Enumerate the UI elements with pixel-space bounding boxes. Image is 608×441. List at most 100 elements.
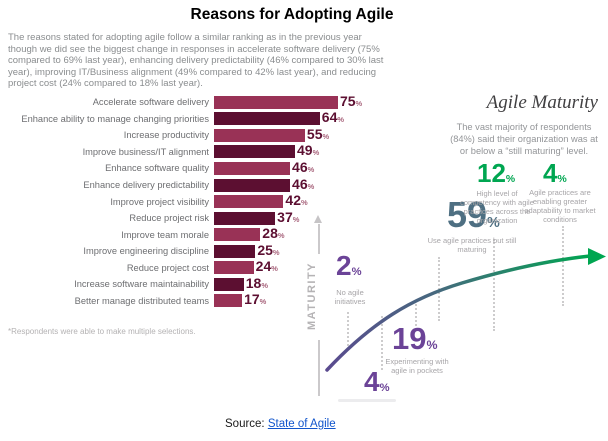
bar-value-label: 37% bbox=[277, 208, 300, 226]
bar-row: Increase software maintainability 18% bbox=[8, 276, 362, 293]
bar-value-label: 46% bbox=[292, 158, 314, 176]
bar-category-label: Improve project visibility bbox=[110, 196, 209, 207]
bar-value-number: 24 bbox=[255, 258, 272, 275]
bar-category-label: Enhance ability to manage changing prior… bbox=[21, 113, 209, 124]
stage-number: 59 bbox=[447, 194, 488, 235]
bar bbox=[214, 161, 291, 175]
bar-value-label: 64% bbox=[322, 110, 345, 126]
bar-category-label: Better manage distributed teams bbox=[74, 295, 209, 306]
bar-value-number: 75 bbox=[339, 92, 356, 109]
chart-footnote: *Respondents were able to make multiple … bbox=[8, 327, 196, 336]
bar-value-label: 49% bbox=[297, 143, 319, 159]
bar-category-label: Improve business/IT alignment bbox=[82, 146, 209, 157]
bar-category-label: Reduce project cost bbox=[126, 262, 209, 273]
bar bbox=[214, 211, 276, 225]
bar bbox=[214, 145, 295, 159]
stage-value-adaptability: 4% bbox=[543, 160, 567, 186]
maturity-axis-line bbox=[318, 224, 320, 254]
dotted-guide-line bbox=[438, 257, 440, 321]
stage-number: 2 bbox=[336, 250, 352, 281]
bar-row: Improve team morale 28% bbox=[8, 226, 362, 243]
bar-value-label: 46% bbox=[292, 175, 315, 193]
bar-row: Improve project visibility 42% bbox=[8, 193, 362, 210]
maturity-heading: Agile Maturity bbox=[486, 92, 598, 113]
bar bbox=[214, 195, 284, 209]
bar-value-number: 55 bbox=[306, 125, 323, 142]
percent-sign: % bbox=[259, 297, 267, 307]
bar-category-label: Increase software maintainability bbox=[74, 279, 209, 290]
bar-value-number: 46 bbox=[292, 158, 308, 175]
bar-value-number: 28 bbox=[262, 225, 278, 242]
bar-value-label: 55% bbox=[306, 125, 330, 143]
stage-number: 12 bbox=[477, 158, 506, 188]
bar-value-label: 17% bbox=[244, 291, 267, 308]
bar-category-label: Improve team morale bbox=[121, 229, 209, 240]
bar bbox=[214, 112, 320, 126]
bar-row: Increase productivity 55% bbox=[8, 127, 362, 144]
maturity-axis-line bbox=[318, 340, 320, 396]
bar-value-label: 28% bbox=[262, 225, 285, 242]
reasons-bar-chart: Accelerate software delivery 75% Enhance… bbox=[8, 94, 362, 309]
stage-value-getting-started: 4% bbox=[364, 366, 390, 397]
stage-value-no-agile: 2% bbox=[336, 250, 362, 281]
bar-value-number: 18 bbox=[245, 274, 262, 291]
source-link[interactable]: State of Agile bbox=[267, 418, 336, 430]
bar-value-number: 37 bbox=[277, 208, 293, 225]
dotted-guide-line bbox=[562, 226, 564, 306]
stage-label-adaptability: Agile practices are enabling greater ada… bbox=[524, 188, 596, 224]
maturity-description: The vast majority of respondents (84%) s… bbox=[450, 122, 598, 156]
intro-paragraph: The reasons stated for adopting agile fo… bbox=[8, 32, 384, 90]
bar-value-label: 75% bbox=[339, 92, 363, 110]
percent-sign: % bbox=[322, 131, 330, 141]
stage-number: 4 bbox=[364, 366, 380, 397]
stage-label-still-maturing: Use agile practices but still maturing bbox=[427, 236, 517, 254]
bar-value-number: 25 bbox=[257, 241, 273, 258]
percent-sign: % bbox=[261, 280, 268, 290]
stage-value-experimenting: 19% bbox=[392, 323, 438, 354]
bar-row: Improve business/IT alignment 49% bbox=[8, 143, 362, 161]
percent-sign: % bbox=[337, 115, 345, 125]
bar-value-number: 46 bbox=[292, 175, 308, 192]
percent-sign: % bbox=[351, 266, 362, 278]
maturity-curve-path bbox=[325, 254, 592, 372]
bar-row: Enhance ability to manage changing prior… bbox=[8, 110, 362, 128]
dotted-guide-line bbox=[347, 312, 349, 350]
stage-value-high-competency: 12% bbox=[477, 160, 516, 186]
percent-sign: % bbox=[307, 181, 315, 191]
bar-row: Accelerate software delivery 75% bbox=[8, 94, 362, 111]
bar bbox=[214, 128, 305, 142]
percent-sign: % bbox=[505, 174, 516, 185]
bar-row: Better manage distributed teams 17% bbox=[8, 291, 362, 310]
bar-value-label: 24% bbox=[255, 258, 278, 275]
bar-value-label: 42% bbox=[285, 192, 308, 209]
percent-sign: % bbox=[272, 247, 280, 257]
percent-sign: % bbox=[557, 174, 567, 185]
percent-sign: % bbox=[271, 264, 278, 274]
bar-category-label: Increase productivity bbox=[123, 130, 209, 141]
bar-value-number: 42 bbox=[285, 192, 301, 209]
page-title: Reasons for Adopting Agile bbox=[190, 6, 394, 23]
bar-row: Reduce project cost 24% bbox=[8, 259, 362, 276]
bar-category-label: Enhance delivery predictability bbox=[83, 180, 209, 190]
bar-row: Improve engineering discipline 25% bbox=[8, 243, 362, 260]
bar bbox=[214, 261, 254, 275]
bar-value-number: 17 bbox=[244, 291, 260, 308]
percent-sign: % bbox=[301, 198, 308, 208]
percent-sign: % bbox=[379, 382, 390, 394]
maturity-axis-up-arrow-icon bbox=[314, 215, 322, 223]
source-prefix: Source: bbox=[225, 418, 268, 430]
bar-category-label: Reduce project risk bbox=[129, 213, 209, 224]
percent-sign: % bbox=[292, 214, 300, 224]
cropped-label-artifact bbox=[338, 399, 396, 402]
stage-number: 4 bbox=[543, 158, 558, 188]
bar bbox=[214, 228, 261, 242]
bar-row: Reduce project risk 37% bbox=[8, 210, 362, 227]
bar bbox=[214, 178, 291, 192]
bar-value-label: 25% bbox=[257, 241, 280, 259]
percent-sign: % bbox=[355, 98, 363, 108]
percent-sign: % bbox=[277, 231, 285, 241]
bar bbox=[214, 95, 338, 109]
stage-label-high-competency: High level of competency with agile prac… bbox=[460, 189, 534, 225]
source-line: Source: State of Agile bbox=[225, 418, 336, 430]
stage-number: 19 bbox=[392, 321, 427, 356]
